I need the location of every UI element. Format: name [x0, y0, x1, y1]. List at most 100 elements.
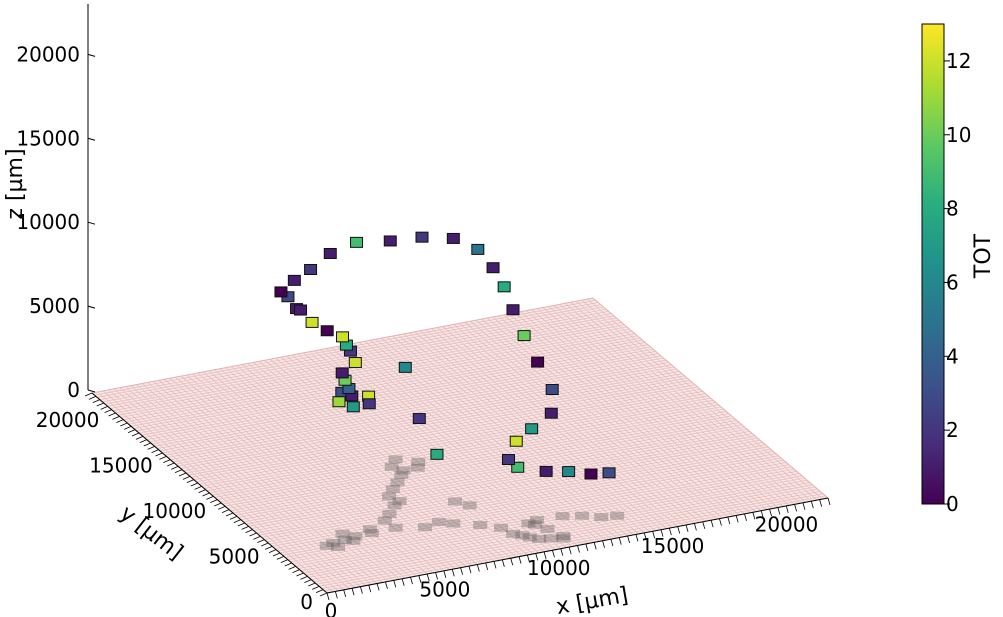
z-tick-mark	[87, 221, 96, 225]
y-tick-mark	[296, 572, 304, 577]
shadow-voxel	[515, 531, 530, 540]
y-tick-mark	[108, 412, 116, 417]
colorbar-tick-label: 8	[946, 197, 959, 221]
voxel-point	[562, 466, 576, 478]
voxel-point	[511, 461, 525, 473]
plane-grid-line	[115, 317, 617, 414]
shadow-voxel	[382, 509, 397, 518]
shadow-voxel	[394, 470, 409, 479]
x-tick-mark	[543, 551, 547, 559]
x-tick-mark	[476, 564, 480, 572]
x-tick-mark	[635, 534, 639, 542]
z-axis: 0 5000 10000 15000 20000	[16, 4, 96, 402]
x-tick-mark	[794, 504, 797, 512]
x-tick-mark	[777, 507, 781, 515]
y-tick-mark	[214, 502, 222, 507]
shadow-voxel	[411, 457, 426, 466]
voxel-point	[350, 236, 364, 248]
y-tick-mark	[190, 482, 198, 487]
y-tick-mark	[308, 582, 316, 587]
shadow-voxel	[410, 463, 425, 472]
voxel-point	[486, 262, 500, 274]
shadow-voxel	[362, 525, 377, 534]
y-tick-mark	[312, 585, 320, 590]
y-tick-mark	[225, 512, 234, 517]
shadow-voxel	[385, 485, 400, 494]
x-tick-label: 5000	[419, 577, 470, 601]
shadow-voxel	[522, 533, 537, 542]
voxel-point	[323, 247, 337, 259]
x-tick-mark	[518, 556, 522, 564]
y-tick-mark	[272, 552, 281, 557]
x-tick-mark	[334, 591, 338, 599]
x-tick-mark	[752, 512, 756, 520]
shadow-voxel	[575, 511, 590, 520]
x-tick-mark	[769, 508, 772, 517]
shadow-voxel	[331, 542, 346, 551]
x-tick-mark	[668, 527, 672, 536]
x-tick-label: 10000	[527, 556, 591, 580]
x-tick-mark	[535, 553, 539, 561]
voxel-point	[509, 435, 523, 447]
y-tick-mark	[178, 472, 187, 477]
x-tick-mark	[610, 539, 614, 547]
voxel-point	[348, 357, 362, 369]
x-tick-mark	[719, 518, 722, 526]
x-tick-mark	[443, 570, 447, 578]
y-tick-mark	[186, 479, 194, 484]
x-tick-mark	[326, 592, 330, 601]
shadow-voxel	[540, 524, 555, 533]
y-tick-mark	[245, 529, 253, 534]
y-tick-mark	[315, 589, 324, 594]
shadow-voxel	[388, 455, 403, 464]
y-tick-mark	[151, 449, 159, 454]
x-tick-mark	[819, 499, 823, 507]
colorbar-gradient	[921, 23, 945, 505]
colorbar-tick-label: 0	[946, 492, 959, 516]
voxel-point	[602, 467, 616, 479]
y-tick-mark	[100, 405, 108, 410]
shadow-voxel	[392, 497, 407, 506]
x-axis: 0 5000 10000 15000 20000	[325, 497, 831, 617]
x-tick-mark	[702, 521, 706, 529]
plane-grid-line	[542, 307, 779, 508]
x-tick-mark	[410, 577, 413, 585]
shadow-voxel	[335, 529, 350, 538]
colorbar-tick-label: 6	[946, 270, 959, 294]
z-axis-label: z [µm]	[3, 148, 28, 219]
shadow-voxel	[348, 532, 363, 541]
x-tick-mark	[401, 578, 405, 586]
colorbar-tick-label: 12	[946, 49, 971, 73]
shadow-voxel	[543, 534, 558, 543]
y-tick-mark	[229, 515, 238, 520]
z-tick-mark	[87, 305, 96, 309]
y-tick-mark	[304, 579, 312, 584]
shadow-voxel	[446, 519, 461, 528]
x-tick-mark	[351, 588, 355, 596]
voxel-point	[430, 448, 444, 460]
y-tick-mark	[84, 392, 93, 397]
x-tick-mark	[685, 524, 689, 533]
plane-grid-line	[125, 326, 628, 423]
x-tick-mark	[694, 523, 697, 531]
plane-grid-line	[581, 299, 818, 501]
voxel-points	[274, 231, 616, 480]
plane-grid-line	[123, 324, 625, 420]
y-tick-mark	[96, 402, 104, 407]
ground-plane-grid	[90, 297, 830, 594]
voxel-point	[497, 281, 511, 293]
plane-grid-line	[514, 312, 751, 514]
y-tick-mark	[127, 429, 136, 434]
voxel-point	[305, 316, 319, 328]
plane-grid-line	[131, 331, 633, 427]
x-tick-label: 15000	[641, 534, 705, 558]
y-tick-mark	[288, 565, 296, 570]
y-tick-mark	[104, 409, 112, 414]
shadow-voxel	[346, 536, 361, 545]
y-tick-mark	[147, 445, 155, 450]
voxel-point	[584, 468, 598, 480]
y-tick-mark	[159, 455, 167, 460]
shadow-voxel	[382, 492, 397, 501]
y-tick-mark	[143, 442, 151, 447]
